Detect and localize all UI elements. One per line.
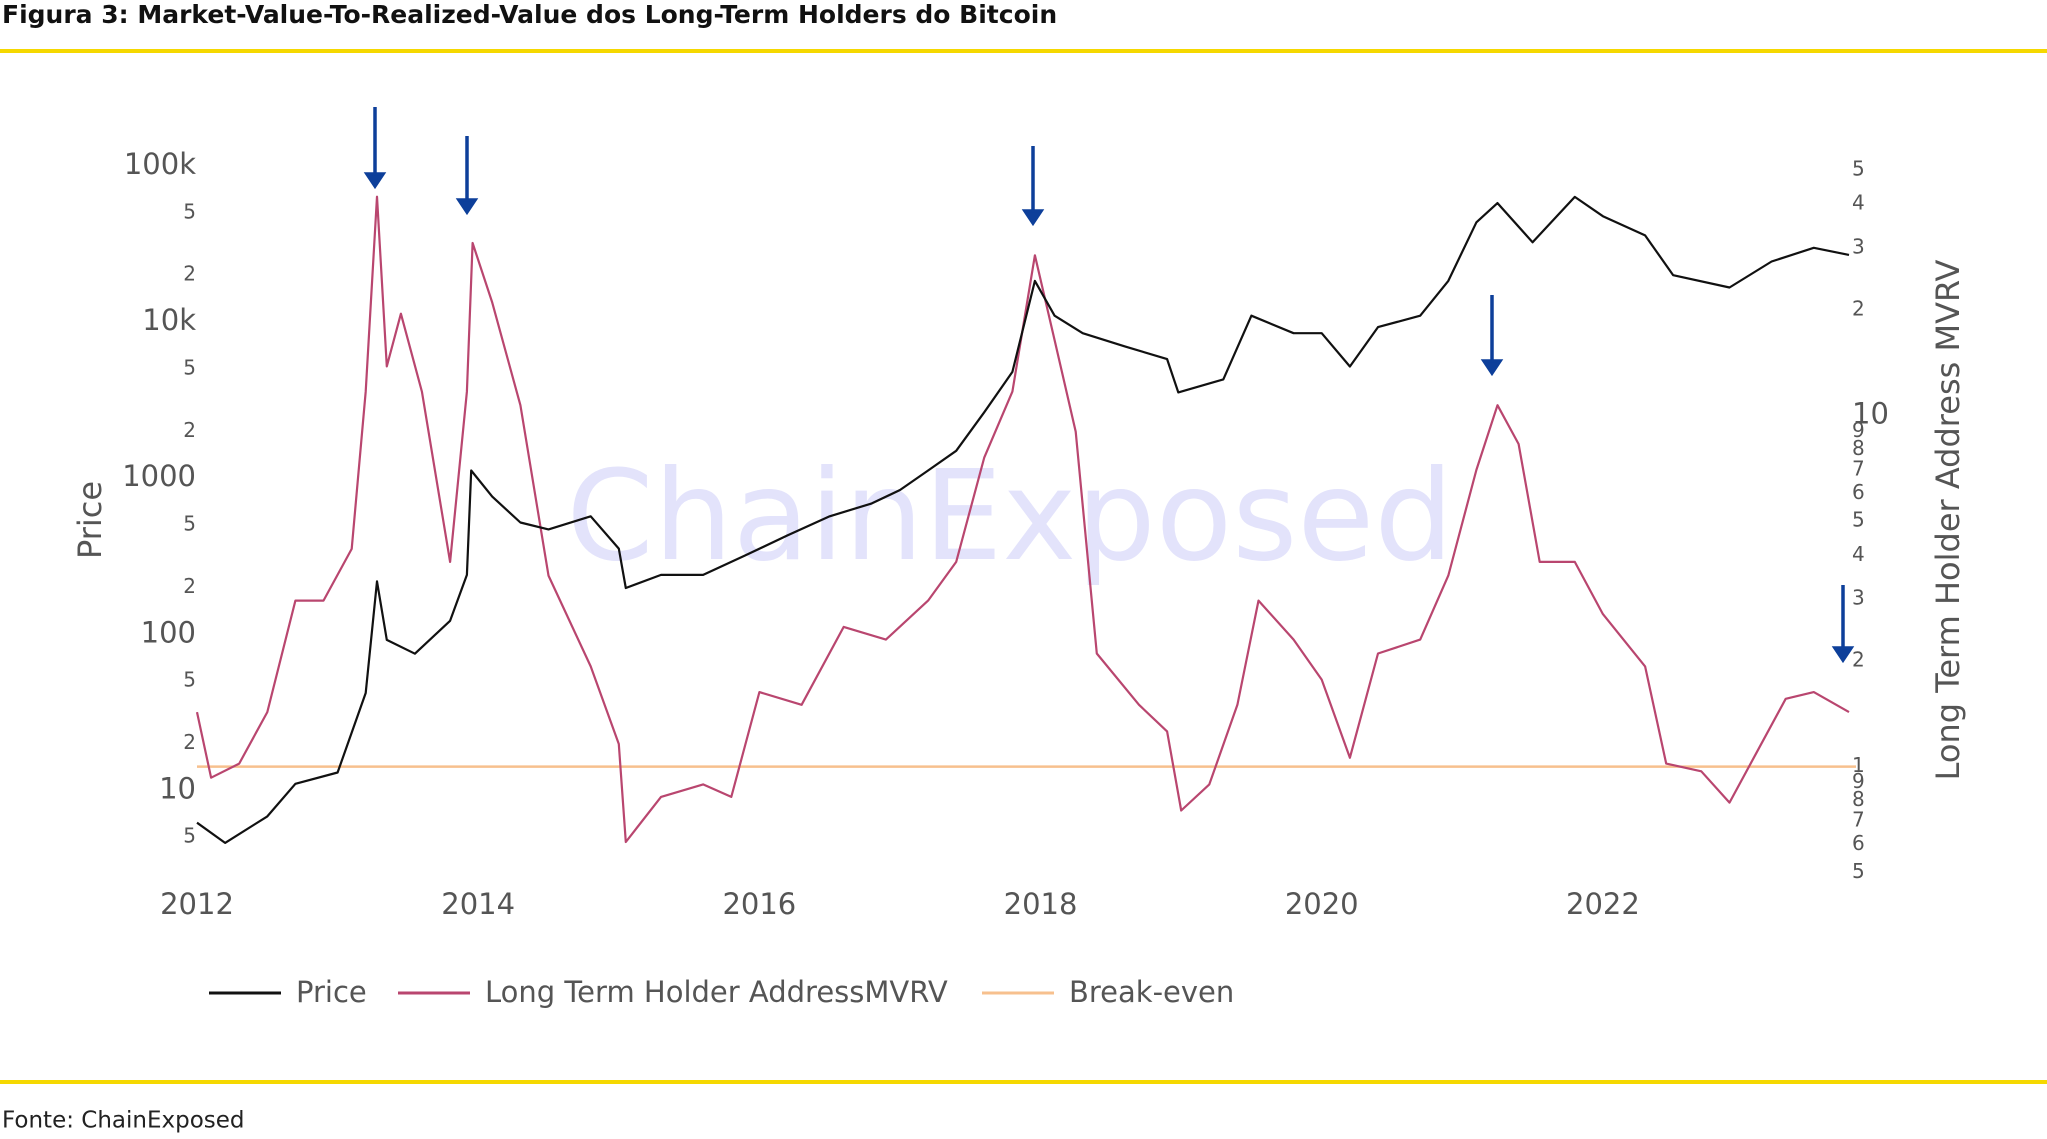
y2-tick-label: 4 [1852, 542, 1865, 566]
y-tick-label: 2 [183, 574, 196, 598]
y-tick-label: 5 [183, 824, 196, 848]
y-tick-label: 100 [141, 615, 196, 649]
y2-tick-label: 6 [1852, 831, 1865, 855]
series-line [196, 195, 1850, 844]
y-tick-label: 5 [183, 668, 196, 692]
y2-tick-label: 8 [1852, 787, 1865, 811]
y2-tick-label: 8 [1852, 436, 1865, 460]
footer-rule [0, 1080, 2047, 1084]
y-tick-label: 10 [159, 771, 196, 805]
y2-tick-label: 1 [1852, 753, 1865, 777]
x-tick-label: 2018 [1004, 887, 1078, 921]
y2-tick-label: 7 [1852, 456, 1865, 480]
y2-tick-label: 4 [1852, 191, 1865, 215]
x-tick-label: 2014 [441, 887, 515, 921]
y-tick-label: 2 [183, 262, 196, 286]
legend-label: Break-even [1069, 975, 1234, 1009]
chart-title: Figura 3: Market-Value-To-Realized-Value… [2, 0, 1057, 29]
arrow-head [1480, 359, 1504, 377]
y2-tick-label: 6 [1852, 480, 1865, 504]
source: Fonte: ChainExposed [2, 1108, 245, 1134]
legend-label: Long Term Holder AddressMVRV [485, 975, 948, 1009]
watermark: ChainExposed [566, 444, 1453, 589]
arrow-head [1831, 646, 1855, 664]
x-tick-label: 2016 [722, 887, 796, 921]
y2-tick-label: 9 [1852, 769, 1865, 793]
y2-tick-label: 9 [1852, 418, 1865, 442]
y-tick-label: 10k [142, 303, 196, 337]
y-tick-label: 2 [183, 730, 196, 754]
arrows [363, 107, 1855, 664]
arrow-head [1021, 209, 1045, 227]
y2-tick-label: 2 [1852, 296, 1865, 320]
y2-tick-label: 7 [1852, 808, 1865, 832]
y2-tick-label: 3 [1852, 235, 1865, 259]
header-rule [0, 49, 2047, 53]
y2-tick-label: 2 [1852, 647, 1865, 671]
y-tick-label: 100k [124, 147, 196, 181]
y2-tick-label: 5 [1852, 157, 1865, 181]
y2-tick-label: 3 [1852, 586, 1865, 610]
y-tick-label: 5 [183, 356, 196, 380]
arrow-head [363, 172, 387, 190]
series-line [195, 195, 1850, 844]
x-tick-label: 2012 [160, 887, 234, 921]
y-axis-title: Price [71, 481, 109, 559]
x-tick-label: 2020 [1285, 887, 1359, 921]
y2-tick-label: 5 [1852, 508, 1865, 532]
y2-axis-title: Long Term Holder Address MVRV [1929, 260, 1967, 781]
arrow-head [455, 198, 479, 216]
y2-tick-label: 5 [1852, 859, 1865, 883]
y2-tick-label: 10 [1852, 397, 1889, 431]
y-tick-label: 2 [183, 418, 196, 442]
y-tick-label: 5 [183, 512, 196, 536]
y-tick-label: 1000 [122, 459, 196, 493]
y-tick-label: 5 [183, 200, 196, 224]
legend-label: Price [296, 975, 367, 1009]
x-tick-label: 2022 [1566, 887, 1640, 921]
